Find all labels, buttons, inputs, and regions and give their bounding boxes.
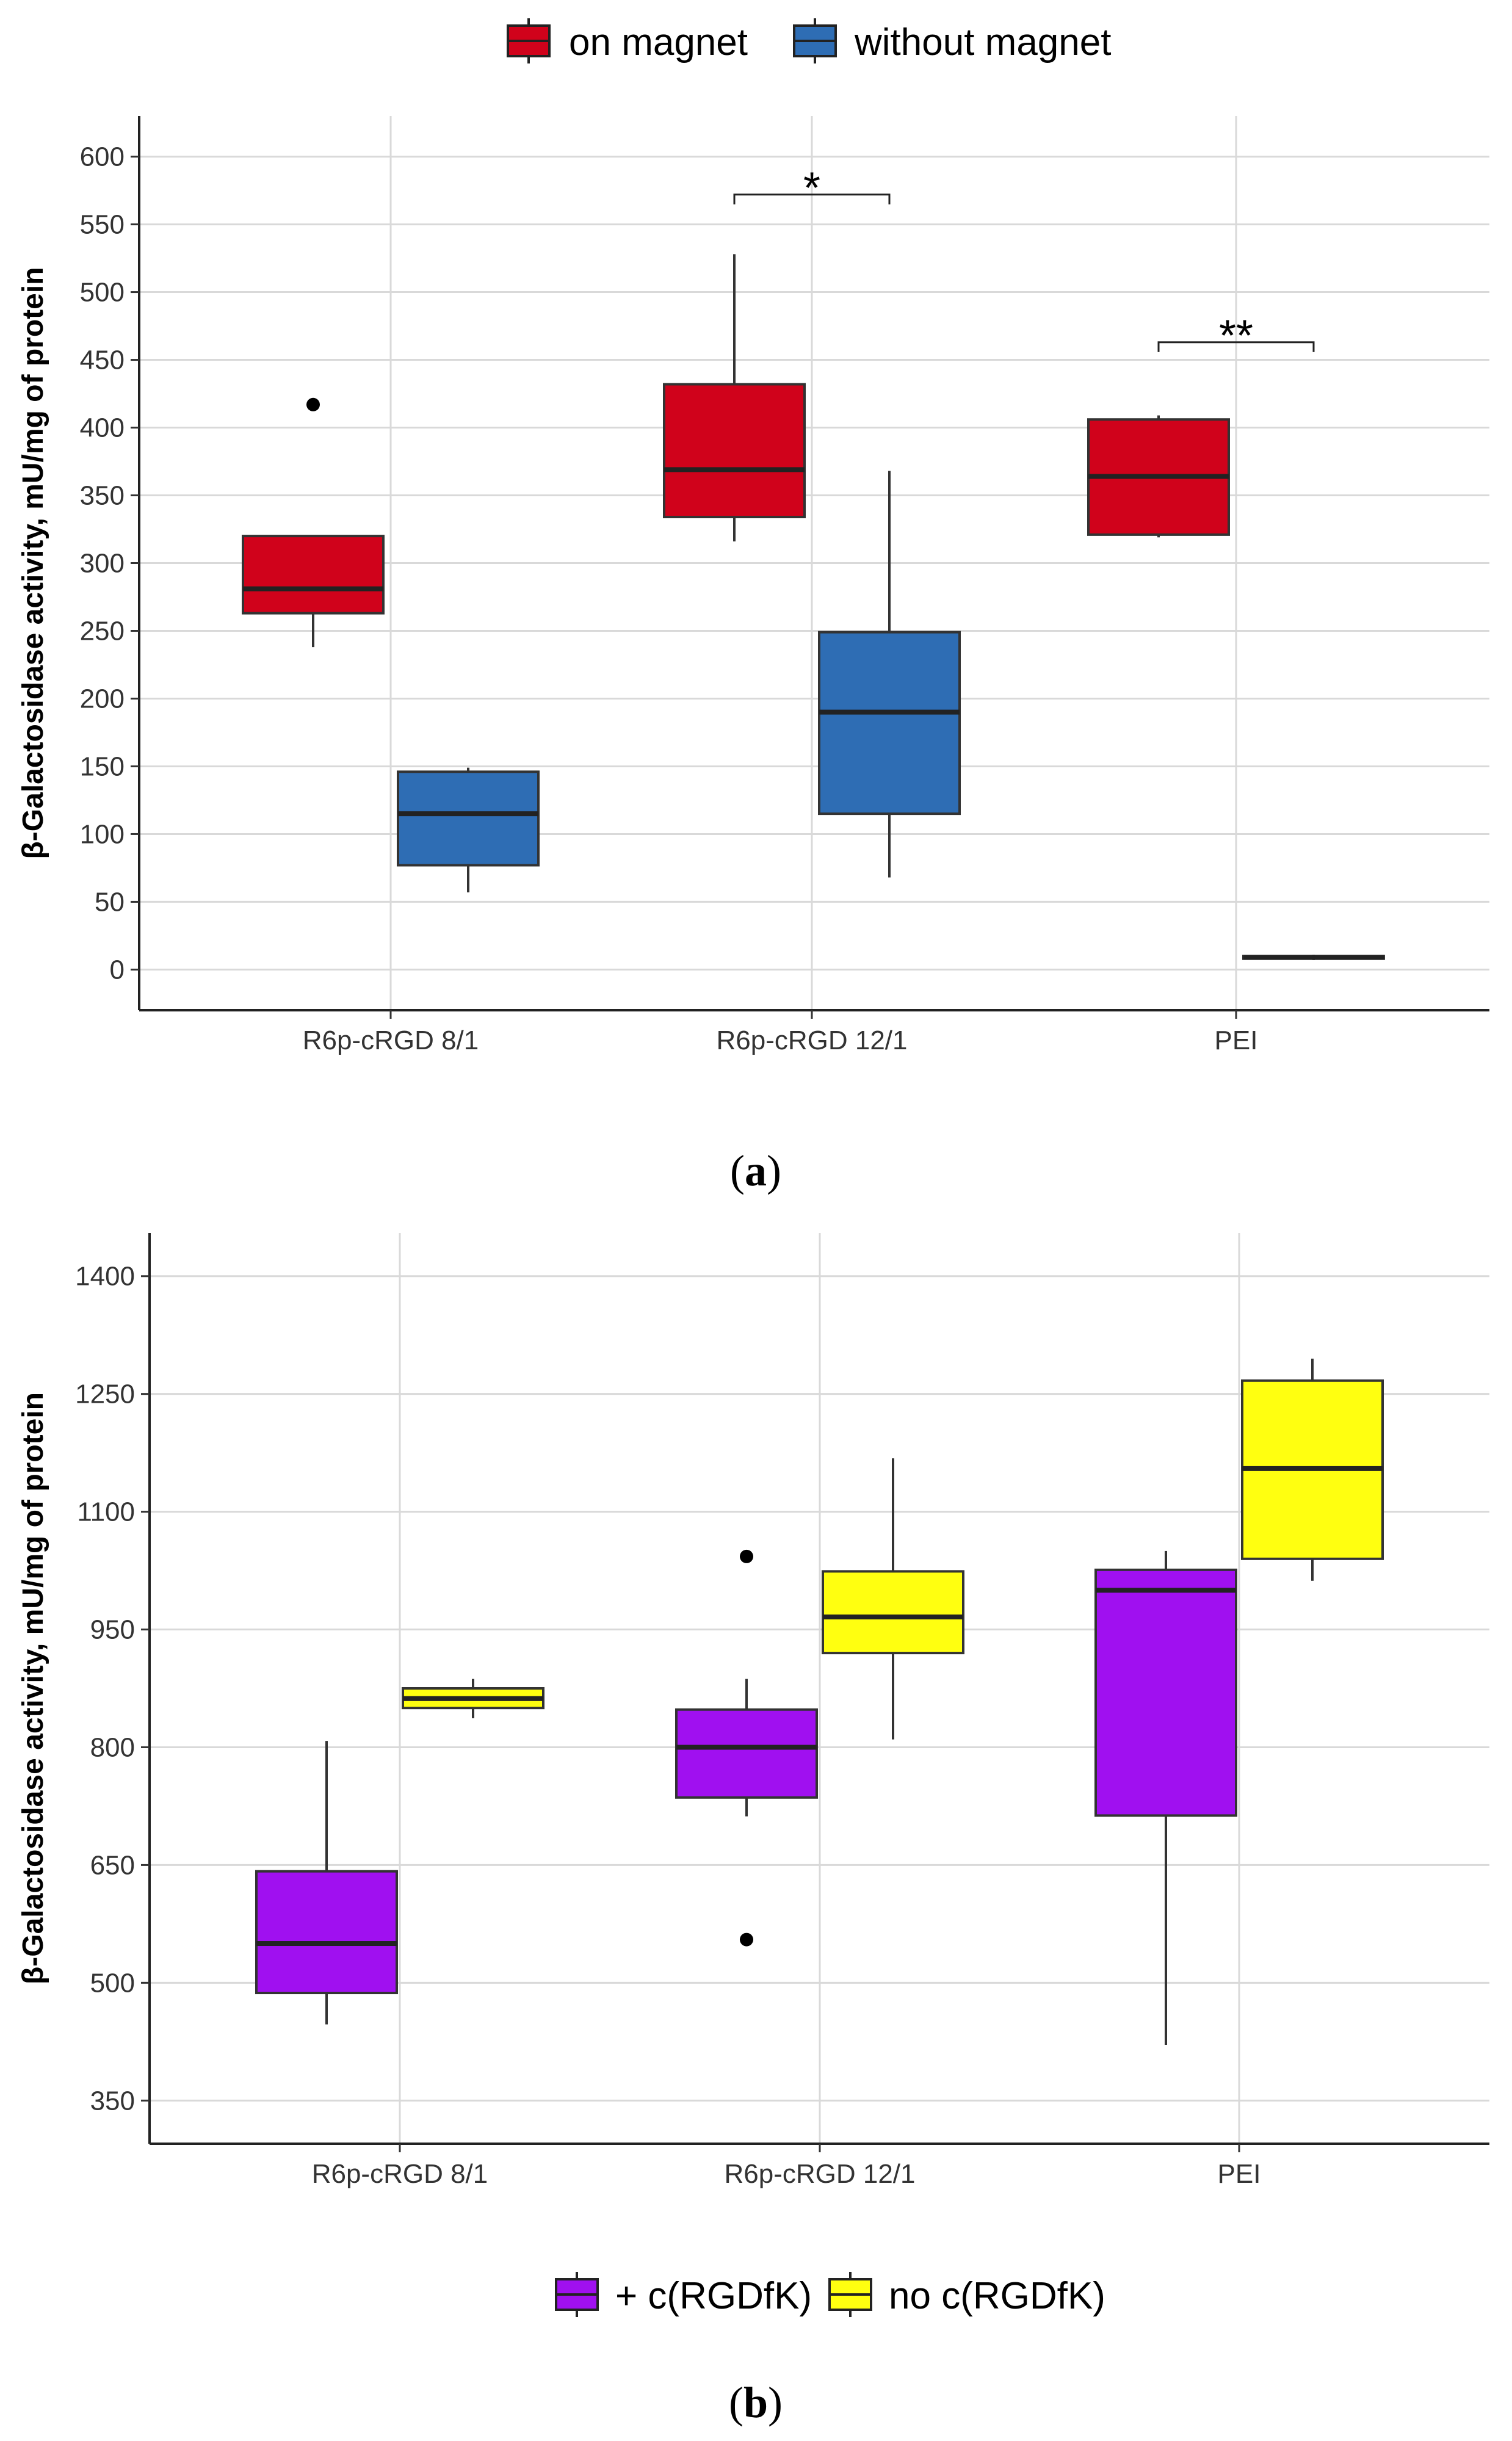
legend-a-item-0: on magnet [507,18,748,63]
y-tick-label: 350 [80,481,125,511]
y-tick-label: 1250 [75,1380,135,1409]
box-body [663,383,806,519]
box-body [675,1708,818,1799]
box-body [1094,1568,1237,1817]
significance-bracket [1157,341,1315,352]
legend-b-item-1: no c(RGDfK) [828,2272,1105,2317]
box-outlier [306,397,320,411]
box-outlier [740,1549,753,1563]
box-body [818,631,961,815]
y-tick-label: 650 [90,1850,135,1880]
x-tick-label: PEI [1218,2159,1261,2189]
box-body [255,1870,398,1995]
y-tick-label: 500 [90,1968,135,1998]
y-tick-label: 600 [80,142,125,172]
y-tick-label: 250 [80,616,125,646]
legend-a-label-0: on magnet [569,21,748,63]
y-tick-label: 550 [80,210,125,240]
x-tick-label: R6p-cRGD 12/1 [724,2159,915,2189]
y-tick-label: 950 [90,1615,135,1645]
y-tick-label: 100 [80,819,125,849]
y-tick-label: 0 [110,955,125,985]
y-tick-label: 450 [80,345,125,375]
panel-a-caption: (a) [730,1146,781,1195]
legend-a-item-1: without magnet [793,18,1111,63]
x-tick-label: PEI [1215,1025,1258,1055]
significance-bracket [733,193,891,204]
legend-b: + c(RGDfK) no c(RGDfK) [555,2272,1105,2317]
box-body [242,535,385,615]
legend-b-item-0: + c(RGDfK) [555,2272,812,2317]
x-tick-label: R6p-cRGD 8/1 [303,1025,479,1055]
y-tick-label: 400 [80,413,125,443]
box-body [397,770,540,867]
legend-a-label-1: without magnet [854,21,1111,63]
panel-b-caption: (b) [729,2378,783,2427]
y-tick-label: 350 [90,2086,135,2116]
panel-b-chart: 350 500 650 800 950 1100 1250 1400 R6p-cRGD 8/1 R… [17,1233,1489,2189]
x-tick-label: R6p-cRGD 12/1 [716,1025,907,1055]
significance-label: ** [1219,312,1253,361]
legend-b-label-0: + c(RGDfK) [615,2275,812,2317]
y-tick-label: 800 [90,1732,135,1762]
box-body [822,1570,964,1655]
y-tick-label: 300 [80,549,125,579]
y-axis-label: β-Galactosidase activity, mU/mg of prote… [17,267,49,859]
legend-b-label-1: no c(RGDfK) [889,2275,1105,2317]
significance-label: * [803,164,820,213]
y-tick-label: 1100 [77,1497,135,1527]
panel-b-caption-letter: b [743,2378,768,2427]
y-tick-label: 150 [80,751,125,781]
y-tick-label: 500 [80,278,125,308]
y-axis-label: β-Galactosidase activity, mU/mg of prote… [17,1392,49,1984]
legend-a: on magnet without magnet [507,18,1111,63]
x-tick-label: R6p-cRGD 8/1 [312,2159,488,2189]
panel-a-caption-letter: a [745,1146,767,1195]
box-outlier [740,1933,753,1947]
y-tick-label: 1400 [75,1262,135,1292]
y-tick-label: 50 [95,887,125,917]
y-tick-label: 200 [80,684,125,714]
panel-a-chart: 0 50 100 150 200 250 300 350 400 450 500 550 600 R6p-… [17,116,1489,1055]
